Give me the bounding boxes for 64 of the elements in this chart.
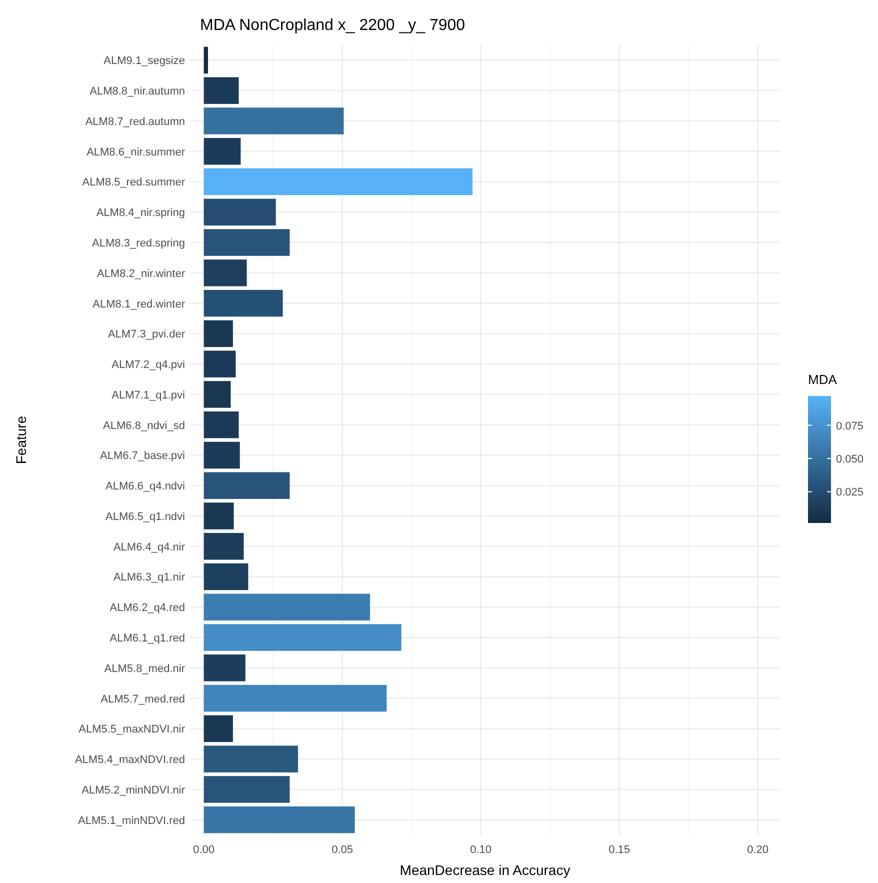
bar <box>204 108 344 134</box>
y-tick-label: ALM6.7_base.pvi <box>100 450 185 462</box>
bar <box>204 229 290 256</box>
bar <box>204 654 246 682</box>
y-tick-label: ALM8.4_nir.spring <box>96 207 185 220</box>
y-tick-label: ALM6.8_ndvi_sd <box>103 420 185 432</box>
bar <box>204 77 239 104</box>
x-tick-label: 0.00 <box>193 844 215 856</box>
bar <box>204 715 233 742</box>
y-tick-label: ALM6.2_q4.red <box>110 602 185 614</box>
y-axis-title: Feature <box>13 416 29 464</box>
bar <box>204 168 473 196</box>
bar <box>204 776 290 803</box>
x-tick-label: 0.20 <box>747 844 769 856</box>
bar <box>204 624 402 651</box>
y-tick-label: ALM6.3_q1.nir <box>113 572 186 584</box>
y-tick-label: ALM7.2_q4.pvi <box>112 359 185 372</box>
bar <box>204 290 283 317</box>
color-bar-label: 0.050 <box>836 454 864 466</box>
y-tick-label: ALM6.6_q4.ndvi <box>106 480 185 493</box>
x-tick-label: 0.05 <box>332 844 354 856</box>
y-tick-label: ALM8.5_red.summer <box>82 176 186 189</box>
chart-title: MDA NonCropland x_ 2200 _y_ 7900 <box>200 17 466 34</box>
y-tick-label: ALM6.4_q4.nir <box>113 541 186 554</box>
y-tick-label: ALM7.3_pvi.der <box>108 328 186 341</box>
bar <box>204 594 370 620</box>
y-tick-label: ALM5.2_minNDVI.nir <box>82 784 186 796</box>
bar <box>204 260 247 286</box>
y-tick-label: ALM7.1_q1.pvi <box>112 389 185 402</box>
y-tick-label: ALM6.5_q1.ndvi <box>106 510 185 523</box>
bar <box>204 472 290 499</box>
bar <box>204 411 239 438</box>
bar <box>204 198 276 226</box>
bar <box>204 350 236 378</box>
bar <box>204 563 248 590</box>
x-tick-label: 0.15 <box>608 844 630 856</box>
y-tick-label: ALM6.1_q1.red <box>110 632 185 644</box>
bar <box>204 46 208 74</box>
x-axis-title: MeanDecrease in Accuracy <box>400 862 570 878</box>
y-tick-label: ALM8.6_nir.summer <box>86 146 186 158</box>
color-bar-label: 0.025 <box>836 486 864 499</box>
bar <box>204 442 240 469</box>
y-tick-label: ALM8.2_nir.winter <box>96 268 186 280</box>
y-tick-label: ALM8.1_red.winter <box>92 298 186 310</box>
bar <box>204 532 244 560</box>
bar <box>204 746 298 772</box>
y-tick-label: ALM8.8_nir.autumn <box>90 86 185 98</box>
bar <box>204 502 234 530</box>
bar <box>204 806 355 834</box>
y-tick-label: ALM5.5_maxNDVI.nir <box>78 724 186 736</box>
bar <box>204 138 241 165</box>
y-tick-label: ALM9.1_segsize <box>104 55 185 68</box>
x-tick-label: 0.10 <box>470 844 492 856</box>
y-tick-label: ALM8.3_red.spring <box>92 238 185 250</box>
color-bar-title: MDA <box>808 372 838 387</box>
bar <box>204 381 231 408</box>
color-bar-label: 0.075 <box>836 420 864 432</box>
y-tick-label: ALM5.8_med.nir <box>104 662 186 675</box>
y-tick-label: ALM5.4_maxNDVI.red <box>74 754 185 766</box>
bar <box>204 684 387 712</box>
y-tick-label: ALM8.7_red.autumn <box>85 116 185 128</box>
y-tick-label: ALM5.7_med.red <box>100 693 185 706</box>
bar <box>204 320 233 348</box>
y-tick-label: ALM5.1_minNDVI.red <box>78 814 185 827</box>
